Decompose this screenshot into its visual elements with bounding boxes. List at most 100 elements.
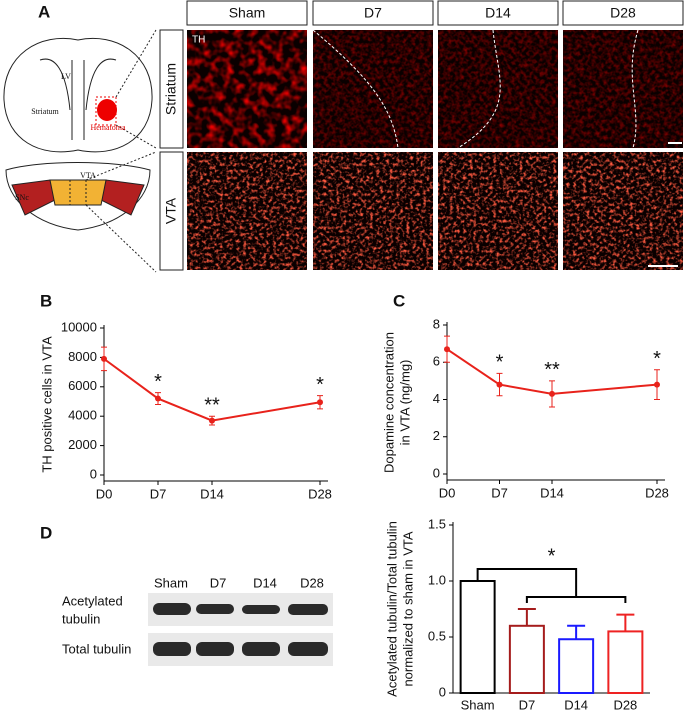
data-line [103, 358, 321, 422]
header-box [312, 0, 434, 26]
error-bar [616, 613, 635, 632]
data-point [209, 417, 215, 424]
y-tick-label: 4 [433, 391, 440, 406]
x-tick-label: D7 [491, 485, 508, 500]
data-point [444, 346, 450, 353]
bar [508, 624, 545, 694]
chart: C 0 2 4 6 8 Dopamine concentration in VTA (ng/m… [381, 291, 668, 500]
bar [607, 630, 644, 695]
y-axis-label: Dopamine concentration [381, 332, 396, 473]
x-tick-label: D14 [540, 485, 564, 500]
significance: * [653, 348, 661, 370]
significance: * [548, 545, 556, 567]
western-blot [148, 593, 333, 666]
significance: ** [204, 394, 220, 416]
data-point [496, 381, 503, 388]
y-tick-label: 2000 [68, 437, 97, 452]
diagram-label: VTA [80, 171, 96, 180]
diagram-label: Hematoma [90, 123, 126, 132]
lane-label: Sham [154, 575, 188, 590]
significance-bracket [476, 568, 627, 603]
row-label: Striatum [163, 63, 179, 115]
error-bar [517, 608, 536, 626]
micrograph-signal [187, 152, 307, 270]
data-line [446, 348, 658, 395]
diagram-label: SNc [15, 193, 29, 202]
header-box [437, 0, 559, 26]
data-point [549, 390, 555, 397]
x-tick-label: D14 [564, 697, 588, 712]
header-box [186, 0, 308, 26]
micrograph-signal [563, 30, 683, 148]
micrographs: Sham D7 D14 D28 TH Striatum VTA [159, 0, 684, 271]
row-label: VTA [163, 197, 179, 224]
diagram-label: Striatum [31, 107, 59, 116]
data-point [317, 399, 323, 406]
x-tick-label: D14 [200, 486, 224, 501]
bar [558, 638, 595, 694]
micrograph-signal [187, 30, 307, 148]
micrograph-signal [438, 30, 558, 148]
error-bar [567, 624, 586, 640]
lane-label: D28 [300, 575, 324, 590]
chart: B 0 2000 4000 6000 8000 10000 TH positive cells… [39, 291, 331, 501]
row-box [159, 151, 184, 271]
y-axis-label: TH positive cells in VTA [39, 336, 54, 473]
micrograph-signal [313, 152, 433, 270]
y-tick-label: 0 [433, 465, 440, 480]
y-axis-label: Acetylated tubulin/Total tubulin [384, 521, 399, 697]
x-tick-label: D28 [308, 486, 332, 501]
y-tick-label: 8 [433, 316, 440, 331]
column-header: Sham [229, 5, 266, 21]
x-tick-label: D28 [613, 697, 637, 712]
micrograph-signal [438, 152, 558, 270]
y-axis-label: in VTA (ng/mg) [397, 360, 412, 446]
bar [459, 580, 496, 694]
x-tick-label: D0 [439, 485, 456, 500]
blot-row-label: Acetylated [62, 593, 123, 608]
lesion-border [631, 29, 639, 149]
y-tick-label: 0 [439, 684, 446, 699]
blot-row-label: Total tubulin [62, 641, 131, 656]
y-tick-label: 6000 [68, 378, 97, 393]
x-tick-label: D7 [150, 486, 167, 501]
y-axis-label: normalized to sham in VTA [400, 531, 415, 686]
column-header: D28 [610, 5, 636, 21]
chart: 0 0.5 1.0 1.5 Acetylated tubulin/Total tubul… [384, 516, 650, 712]
significance: ** [544, 359, 560, 381]
x-tick-label: D28 [645, 485, 669, 500]
data-point [101, 355, 107, 362]
panel-label: D [40, 523, 52, 542]
y-tick-label: 0 [90, 466, 97, 481]
x-tick-label: D0 [96, 486, 113, 501]
x-tick-label: D7 [519, 697, 536, 712]
diagram-label: LV [61, 72, 71, 81]
y-tick-label: 8000 [68, 349, 97, 364]
panel-label: A [38, 2, 50, 21]
data-point [654, 381, 660, 388]
header-box [562, 0, 684, 26]
y-tick-label: 6 [433, 354, 440, 369]
data-point [155, 395, 161, 402]
y-tick-label: 1.5 [428, 516, 446, 531]
y-tick-label: 10000 [61, 319, 97, 334]
row-box [159, 29, 184, 149]
lane-label: D14 [253, 575, 277, 590]
significance: * [316, 374, 324, 396]
lane-label: D7 [210, 575, 227, 590]
stain-label: TH [192, 35, 205, 46]
blot-row-label: tubulin [62, 611, 100, 626]
y-tick-label: 0.5 [428, 628, 446, 643]
y-tick-label: 4000 [68, 408, 97, 423]
y-tick-label: 2 [433, 428, 440, 443]
micrograph-signal [563, 152, 683, 270]
lesion-border [457, 29, 501, 149]
column-header: D14 [485, 5, 511, 21]
significance: * [496, 352, 504, 374]
lesion-border [312, 29, 399, 149]
brain-diagram [3, 29, 157, 273]
significance: * [154, 371, 162, 393]
column-header: D7 [364, 5, 382, 21]
micrograph-signal [313, 30, 433, 148]
